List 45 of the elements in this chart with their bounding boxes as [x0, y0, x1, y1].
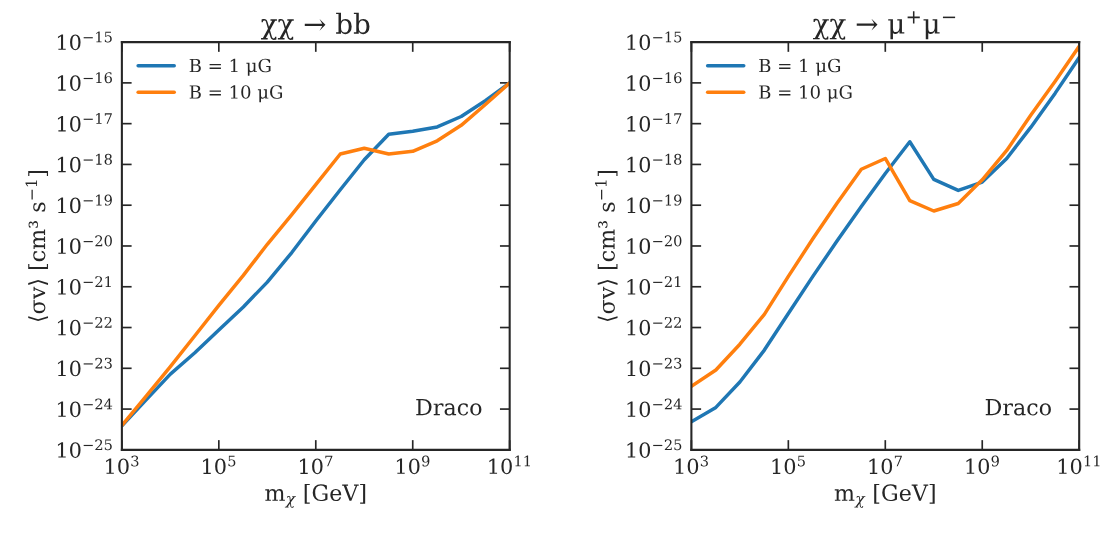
y-tick-label: 10$^{−22}$	[57, 316, 112, 336]
x-tick-label: 10$^{3}$	[106, 455, 139, 475]
y-tick-label: 10$^{−20}$	[627, 235, 682, 255]
y-tick-label: 10$^{−24}$	[57, 398, 113, 418]
y-tick-label: 10$^{−16}$	[627, 72, 682, 91]
line-series	[121, 81, 510, 428]
legend-label: B = 1 μG	[189, 58, 271, 76]
y-tick-label: 10$^{−18}$	[627, 153, 682, 173]
legend-label: B = 10 μG	[759, 85, 852, 103]
y-tick-label: 10$^{−25}$	[57, 439, 112, 458]
x-tick-label: 10$^{7}$	[869, 455, 902, 475]
x-tick-label: 10$^{11}$	[489, 455, 530, 475]
y-axis-title: ⟨σv⟩ [cm³ s$^{−1}$]	[25, 170, 49, 322]
y-axis-title: ⟨σv⟩ [cm³ s$^{−1}$]	[594, 170, 618, 322]
y-tick-label: 10$^{−25}$	[627, 439, 682, 458]
y-tick-label: 10$^{−22}$	[627, 316, 681, 336]
y-tick-label: 10$^{−19}$	[57, 194, 112, 214]
y-tick-label: 10$^{−18}$	[57, 153, 112, 173]
annotation: Draco	[985, 399, 1051, 416]
x-tick-label: 10$^{3}$	[675, 455, 708, 475]
legend-label: B = 1 μG	[759, 58, 841, 76]
x-axis-title: m$_{χ}$ [GeV]	[265, 483, 366, 508]
x-tick-label: 10$^{5}$	[203, 455, 236, 475]
chart-title: χχ → bb	[261, 12, 370, 40]
y-tick-label: 10$^{−16}$	[57, 72, 112, 91]
x-tick-label: 10$^{9}$	[966, 455, 999, 475]
y-tick-label: 10$^{−21}$	[627, 276, 681, 295]
legend-label: B = 10 μG	[189, 85, 283, 103]
x-tick-label: 10$^{7}$	[299, 455, 333, 475]
x-tick-label: 10$^{5}$	[772, 455, 805, 475]
annotation: Draco	[416, 399, 482, 416]
y-tick-label: 10$^{−24}$	[627, 398, 682, 418]
y-tick-label: 10$^{−20}$	[57, 235, 112, 255]
x-tick-label: 10$^{9}$	[396, 455, 430, 475]
y-tick-label: 10$^{−15}$	[627, 31, 682, 51]
y-tick-label: 10$^{−23}$	[627, 357, 682, 377]
y-tick-label: 10$^{−21}$	[57, 276, 111, 295]
chart-title: χχ → μ$^{+}$μ$^{−}$	[812, 11, 956, 40]
y-tick-label: 10$^{−23}$	[57, 357, 112, 377]
y-tick-label: 10$^{−17}$	[57, 113, 112, 132]
y-tick-label: 10$^{−19}$	[627, 194, 682, 214]
x-tick-label: 10$^{11}$	[1058, 455, 1100, 475]
y-tick-label: 10$^{−17}$	[627, 113, 682, 132]
x-axis-title: m$_{χ}$ [GeV]	[834, 483, 935, 508]
y-tick-label: 10$^{−15}$	[57, 31, 112, 51]
